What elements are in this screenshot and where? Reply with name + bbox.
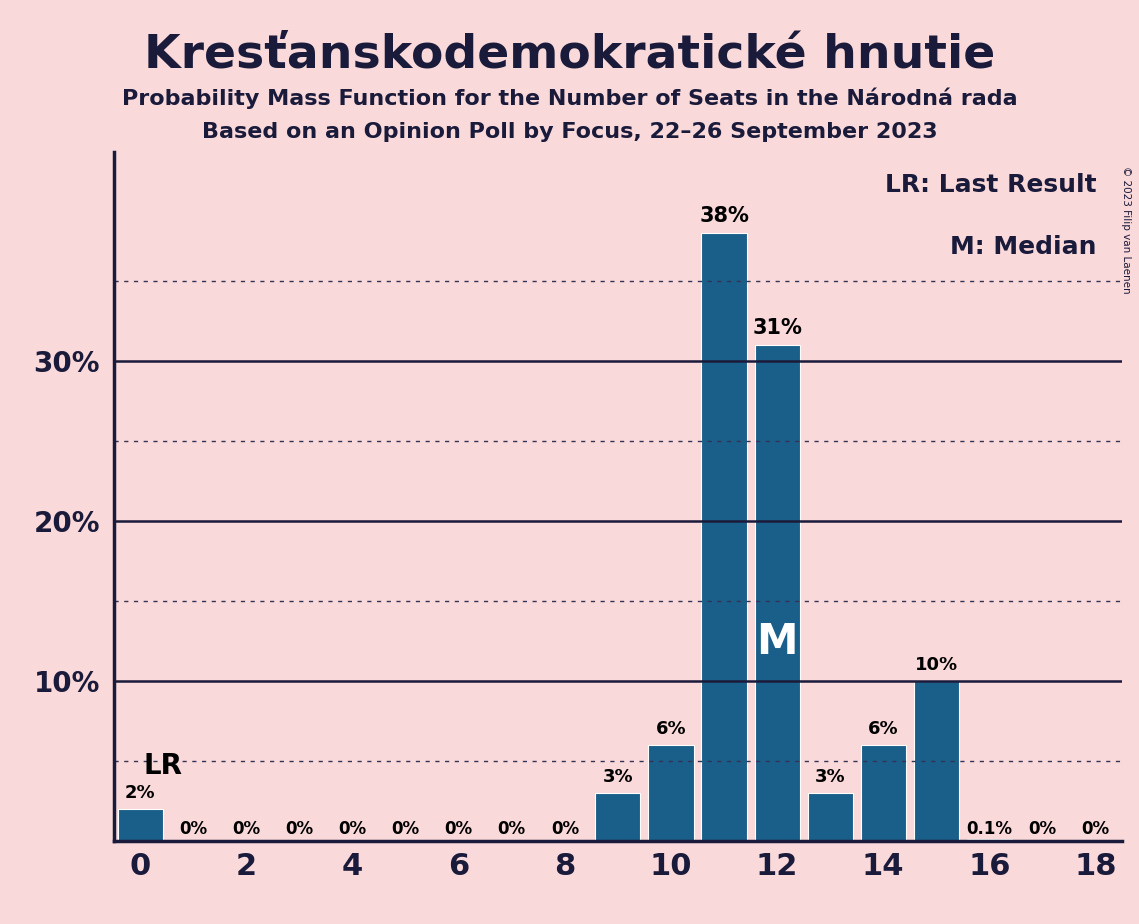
Text: 0%: 0% <box>498 820 526 838</box>
Bar <box>596 793 640 841</box>
Text: 0%: 0% <box>232 820 261 838</box>
Text: 0.1%: 0.1% <box>966 820 1013 838</box>
Text: 0%: 0% <box>1081 820 1109 838</box>
Text: 6%: 6% <box>868 721 899 738</box>
Text: M: Median: M: Median <box>950 235 1097 259</box>
Text: Kresťanskodemokratické hnutie: Kresťanskodemokratické hnutie <box>144 32 995 78</box>
Text: 3%: 3% <box>814 769 845 786</box>
Text: 10%: 10% <box>915 656 958 675</box>
Text: 0%: 0% <box>551 820 579 838</box>
Bar <box>967 839 1011 841</box>
Text: 0%: 0% <box>338 820 367 838</box>
Text: LR: Last Result: LR: Last Result <box>885 173 1097 197</box>
Text: 38%: 38% <box>699 206 749 226</box>
Text: 0%: 0% <box>392 820 420 838</box>
Text: 2%: 2% <box>125 784 156 802</box>
Text: 0%: 0% <box>286 820 313 838</box>
Text: M: M <box>756 621 797 663</box>
Bar <box>913 681 959 841</box>
Bar <box>861 745 906 841</box>
Text: 31%: 31% <box>752 318 802 338</box>
Bar <box>754 345 800 841</box>
Bar <box>808 793 853 841</box>
Text: 0%: 0% <box>180 820 207 838</box>
Text: LR: LR <box>144 752 182 780</box>
Text: Based on an Opinion Poll by Focus, 22–26 September 2023: Based on an Opinion Poll by Focus, 22–26… <box>202 122 937 142</box>
Text: 0%: 0% <box>444 820 473 838</box>
Bar <box>702 233 746 841</box>
Text: Probability Mass Function for the Number of Seats in the Národná rada: Probability Mass Function for the Number… <box>122 88 1017 109</box>
Bar <box>117 808 163 841</box>
Text: 6%: 6% <box>656 721 687 738</box>
Bar <box>648 745 694 841</box>
Text: 3%: 3% <box>603 769 633 786</box>
Text: 0%: 0% <box>1029 820 1056 838</box>
Text: © 2023 Filip van Laenen: © 2023 Filip van Laenen <box>1121 166 1131 294</box>
